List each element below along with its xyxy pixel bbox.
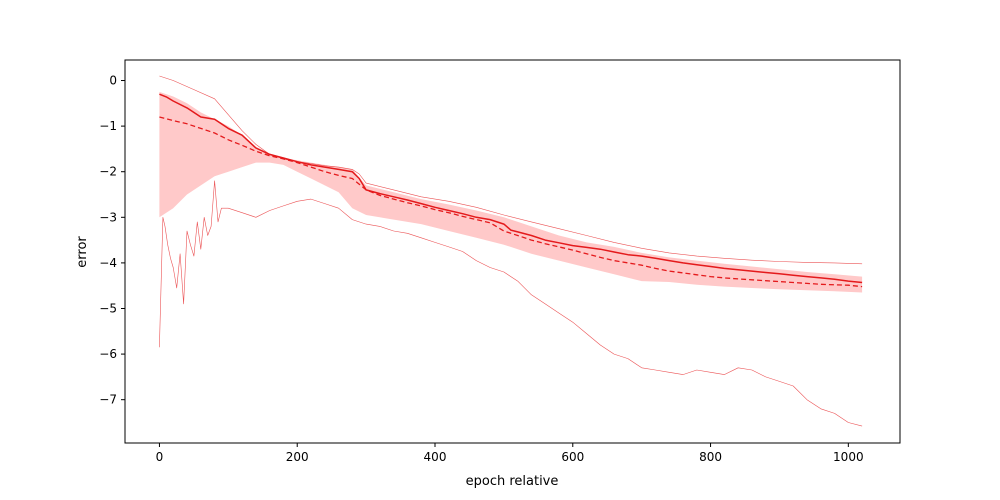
x-tick-label: 400 [424, 450, 447, 464]
y-axis-label: error [75, 236, 90, 268]
x-tick-label: 600 [561, 450, 584, 464]
y-tick-label: −3 [99, 210, 117, 224]
y-tick-label: −2 [99, 165, 117, 179]
axes-frame [124, 59, 901, 444]
y-tick-label: 0 [109, 74, 117, 88]
x-axis-label: epoch relative [466, 474, 559, 489]
x-tick-label: 200 [286, 450, 309, 464]
series-band-area [159, 91, 863, 293]
x-tick-label: 800 [699, 450, 722, 464]
y-tick-label: −4 [99, 256, 117, 270]
plot-area [159, 75, 863, 427]
series-line-max [159, 75, 863, 265]
x-tick-label: 0 [156, 450, 164, 464]
y-tick-label: −5 [99, 301, 117, 315]
x-tick-label: 1000 [833, 450, 864, 464]
y-axis: 0 −1 −2 −3 −4 −5 −6 −7 [99, 74, 125, 407]
y-tick-label: −1 [99, 119, 117, 133]
x-axis: 0 200 400 600 800 1000 [156, 443, 864, 464]
series-line-mean [159, 116, 863, 288]
y-tick-label: −6 [99, 347, 117, 361]
series-line-min [159, 180, 863, 427]
y-tick-label: −7 [99, 393, 117, 407]
